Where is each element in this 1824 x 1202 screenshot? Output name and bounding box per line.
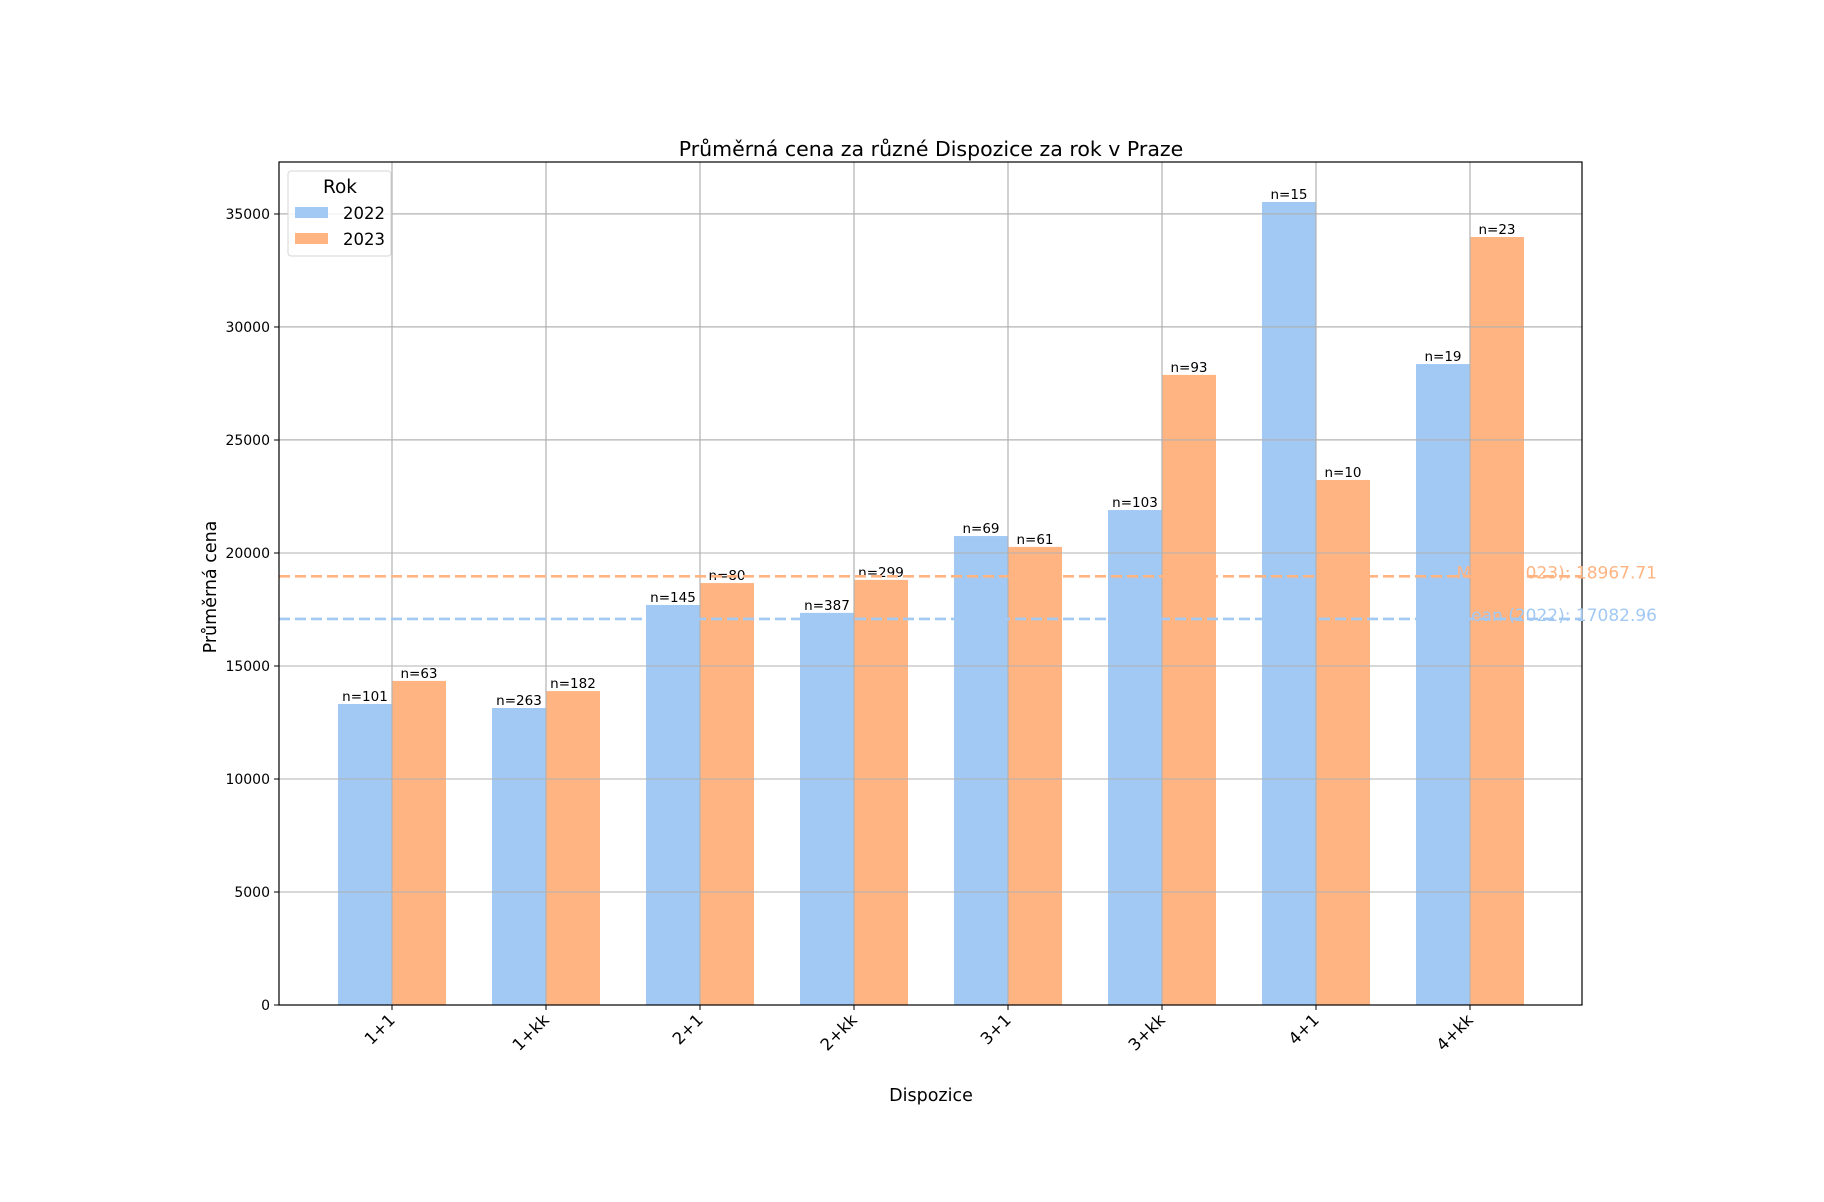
y-tick-label: 35000 bbox=[225, 207, 270, 223]
y-tick-label: 30000 bbox=[225, 320, 270, 336]
mean-lines bbox=[279, 575, 1582, 621]
y-axis-label: Průměrná cena bbox=[201, 521, 221, 654]
bar-2023-1+1 bbox=[392, 680, 446, 1005]
bar-2022-2+kk bbox=[800, 612, 854, 1005]
bar-count-label: n=19 bbox=[1424, 349, 1461, 365]
bar-2023-3+1 bbox=[1008, 546, 1062, 1005]
bar-count-label: n=10 bbox=[1324, 465, 1361, 481]
bar-2022-1+kk bbox=[492, 708, 546, 1005]
legend-swatch-2023 bbox=[295, 233, 328, 244]
legend-title: Rok bbox=[323, 177, 357, 198]
chart-title: Průměrná cena za různé Dispozice za rok … bbox=[679, 137, 1184, 161]
bar-2022-4+1 bbox=[1262, 202, 1316, 1006]
bar-count-label: n=299 bbox=[858, 565, 904, 581]
bar-count-label: n=63 bbox=[400, 666, 437, 682]
legend-swatch-2022 bbox=[295, 207, 328, 218]
y-axis-ticks: 0 5000 10000 15000 20000 25000 30000 35000 bbox=[225, 207, 279, 1014]
bar-2022-1+1 bbox=[338, 703, 392, 1005]
bar-2022-4+kk bbox=[1416, 364, 1470, 1005]
bar-count-label: n=69 bbox=[962, 521, 999, 537]
bar-count-label: n=93 bbox=[1170, 360, 1207, 376]
mean-label-2023: Mean (2023): 18967.71 bbox=[1457, 563, 1658, 583]
grid-lines bbox=[279, 162, 1582, 1005]
plot-frame bbox=[278, 161, 1583, 1006]
bar-count-label: n=145 bbox=[650, 590, 696, 606]
y-tick-label: 0 bbox=[261, 998, 270, 1014]
x-tick-label: 3+kk bbox=[1125, 1010, 1169, 1054]
x-axis-label: Dispozice bbox=[889, 1086, 973, 1106]
bar-2022-2+1 bbox=[646, 604, 700, 1005]
y-tick-label: 20000 bbox=[225, 546, 270, 562]
bar-count-label: n=103 bbox=[1112, 495, 1158, 511]
bars bbox=[279, 162, 1582, 1006]
bar-count-label: n=23 bbox=[1478, 222, 1515, 238]
bar-count-label: n=263 bbox=[496, 693, 542, 709]
bar-count-label: n=101 bbox=[342, 689, 388, 705]
mean-labels: Mean (2023): 18967.71 Mean (2022): 17082.… bbox=[1457, 563, 1658, 626]
legend-label-2022: 2022 bbox=[343, 204, 385, 223]
legend-label-2023: 2023 bbox=[343, 230, 385, 249]
y-tick-label: 5000 bbox=[234, 885, 270, 901]
x-tick-label: 4+1 bbox=[1285, 1010, 1323, 1048]
bar-2022-3+1 bbox=[954, 536, 1008, 1005]
x-tick-label: 3+1 bbox=[977, 1010, 1015, 1048]
legend: Rok 2022 2023 bbox=[287, 170, 392, 257]
bar-2022-3+kk bbox=[1108, 510, 1162, 1005]
x-tick-label: 2+1 bbox=[669, 1010, 707, 1048]
bar-2023-4+1 bbox=[1316, 479, 1370, 1006]
bar-2023-2+1 bbox=[700, 583, 754, 1005]
bar-2023-2+kk bbox=[854, 579, 908, 1005]
bar-count-label: n=182 bbox=[550, 676, 596, 692]
x-tick-label: 4+kk bbox=[1433, 1010, 1477, 1054]
bar-count-labels: n=101 n=263 n=145 n=387 n=69 n=103 n=15 n=19 n=6… bbox=[342, 187, 1515, 709]
bar-2023-4+kk bbox=[1470, 237, 1524, 1005]
bar-count-label: n=61 bbox=[1016, 532, 1053, 548]
x-tick-label: 1+kk bbox=[509, 1010, 553, 1054]
mean-label-2022: Mean (2022): 17082.96 bbox=[1457, 606, 1658, 626]
y-tick-label: 10000 bbox=[225, 772, 270, 788]
x-tick-label: 1+1 bbox=[361, 1010, 399, 1048]
bar-count-label: n=387 bbox=[804, 598, 850, 614]
x-tick-label: 2+kk bbox=[817, 1010, 861, 1054]
bar-2023-3+kk bbox=[1162, 374, 1216, 1005]
y-tick-label: 15000 bbox=[225, 659, 270, 675]
y-tick-label: 25000 bbox=[225, 433, 270, 449]
x-axis-ticks: 1+1 1+kk 2+1 2+kk 3+1 3+kk 4+1 4+kk bbox=[361, 1005, 1477, 1055]
bar-count-label: n=15 bbox=[1270, 187, 1307, 203]
bar-2023-1+kk bbox=[546, 691, 600, 1005]
